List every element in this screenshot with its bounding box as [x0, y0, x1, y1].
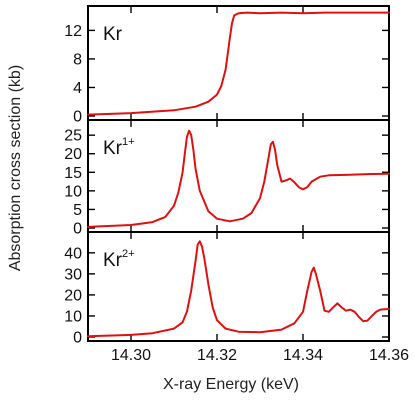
panel-label-superscript: 1+ [122, 136, 135, 148]
panel-label: Kr [103, 24, 123, 45]
y-tick-label: 5 [73, 202, 82, 219]
x-tick-label: 14.32 [197, 347, 237, 364]
panel-label: Kr2+ [103, 248, 135, 271]
series-line-panel-1 [87, 11, 390, 116]
x-tick-label: 14.36 [369, 347, 409, 364]
x-tick-label: 14.34 [283, 347, 323, 364]
x-tick-label: 14.30 [111, 347, 151, 364]
y-tick-label: 20 [64, 146, 82, 163]
panel-label: Kr1+ [103, 136, 135, 159]
panel-label-superscript: 2+ [122, 248, 135, 260]
panel-frame [87, 5, 390, 121]
series-line-panel-2 [87, 129, 390, 228]
panel-3: 0 10 20 30 40 Kr2+ [64, 231, 390, 347]
y-tick-label: 0 [73, 109, 82, 126]
y-axis-label: Absorption cross section (kb) [7, 65, 24, 271]
y-tick-label: 8 [73, 51, 82, 68]
panel-label-text: Kr [103, 24, 123, 45]
y-tick-label: 12 [64, 23, 82, 40]
panel-label-text: Kr [103, 250, 123, 271]
y-tick-label: 10 [64, 308, 82, 325]
y-tick-label: 0 [73, 221, 82, 238]
panel-label-text: Kr [103, 138, 123, 159]
y-tick-label: 40 [64, 245, 82, 262]
series-line-panel-3 [87, 240, 390, 338]
panel-1: 0 4 8 12 Kr [64, 5, 390, 126]
panel-frame [87, 231, 390, 342]
y-tick-label: 25 [64, 128, 82, 145]
y-tick-label: 4 [73, 80, 82, 97]
y-tick-label: 15 [64, 165, 82, 182]
x-axis-label: X-ray Energy (keV) [163, 376, 299, 393]
y-tick-label: 30 [64, 266, 82, 283]
y-tick-label: 10 [64, 183, 82, 200]
y-tick-label: 20 [64, 287, 82, 304]
y-tick-label: 0 [73, 330, 82, 347]
